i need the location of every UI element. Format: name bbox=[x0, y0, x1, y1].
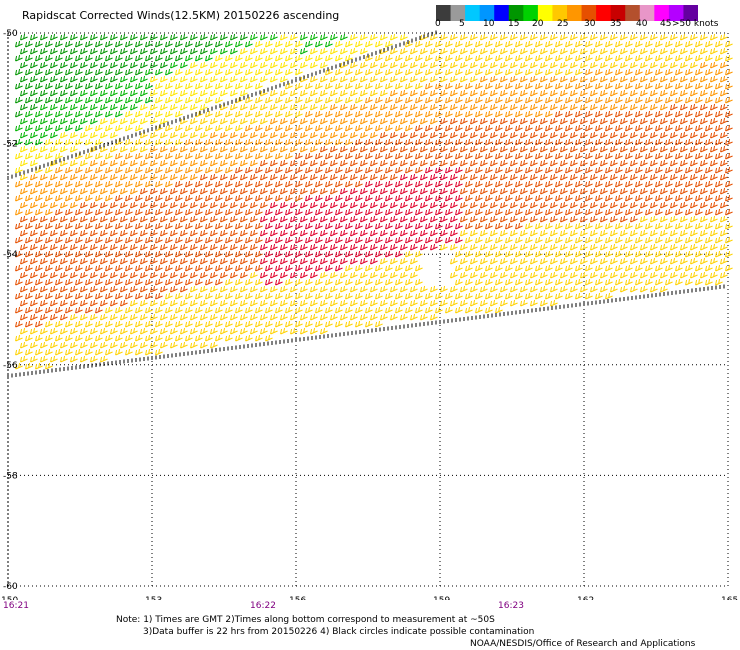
wind-barb-map: 150 153 156 159 162 165 -50 -52 -54 -56 -58 -60 bbox=[1, 29, 738, 600]
colorbar-swatch bbox=[596, 5, 612, 21]
colorbar-label: 10 bbox=[483, 19, 495, 29]
colorbar-label: 45 bbox=[660, 19, 672, 29]
colorbar-swatch bbox=[523, 5, 539, 21]
colorbar-label: 40 bbox=[636, 19, 648, 29]
lon-tick-label: 165 bbox=[721, 596, 738, 600]
map-title: Rapidscat Corrected Winds(12.5KM) 201502… bbox=[22, 9, 340, 22]
colorbar-swatch bbox=[479, 5, 495, 21]
footnote-line: NOAA/NESDIS/Office of Research and Appli… bbox=[470, 639, 696, 649]
lon-tick-label: 150 bbox=[1, 596, 18, 600]
colorbar-label: 0 bbox=[435, 19, 441, 29]
colorbar-swatch bbox=[465, 5, 481, 21]
lon-tick-label: 159 bbox=[433, 596, 450, 600]
colorbar-label: 35 bbox=[610, 19, 622, 29]
colorbar-swatch bbox=[450, 5, 466, 21]
footnote-line: 3)Data buffer is 22 hrs from 20150226 4)… bbox=[143, 627, 535, 637]
colorbar-label: 30 bbox=[584, 19, 596, 29]
wind-speed-colorbar bbox=[436, 5, 698, 21]
lat-tick-label: -60 bbox=[3, 582, 18, 592]
colorbar-swatch bbox=[508, 5, 524, 21]
lon-tick-label: 162 bbox=[577, 596, 594, 600]
lon-tick-label: 156 bbox=[289, 596, 306, 600]
colorbar-label: 15 bbox=[508, 19, 520, 29]
colorbar-swatch bbox=[625, 5, 641, 21]
swath-edge-flags bbox=[7, 30, 725, 378]
colorbar-swatch bbox=[537, 5, 553, 21]
lat-tick-label: -50 bbox=[3, 29, 18, 39]
pass-time-label: 16:21 bbox=[3, 601, 29, 611]
map-frame bbox=[7, 32, 729, 587]
lat-tick-label: -52 bbox=[3, 140, 18, 150]
colorbar-label: 20 bbox=[532, 19, 544, 29]
colorbar-swatch bbox=[639, 5, 655, 21]
colorbar-swatch bbox=[567, 5, 583, 21]
lat-tick-label: -56 bbox=[3, 361, 18, 371]
footnote-line: Note: 1) Times are GMT 2)Times along bot… bbox=[116, 615, 495, 625]
colorbar-swatch bbox=[610, 5, 626, 21]
colorbar-swatch bbox=[494, 5, 510, 21]
colorbar-label: 5 bbox=[459, 19, 465, 29]
lon-tick-label: 153 bbox=[145, 596, 162, 600]
colorbar-label: 25 bbox=[557, 19, 569, 29]
colorbar-swatch bbox=[654, 5, 670, 21]
pass-time-label: 16:23 bbox=[498, 601, 524, 611]
lat-tick-label: -54 bbox=[3, 250, 18, 260]
colorbar-unit: >50 knots bbox=[672, 19, 719, 29]
colorbar-swatch bbox=[552, 5, 568, 21]
colorbar-swatch bbox=[436, 5, 452, 21]
wind-barbs bbox=[15, 33, 733, 370]
lat-tick-label: -58 bbox=[3, 471, 18, 481]
colorbar-swatch bbox=[581, 5, 597, 21]
colorbar-swatch bbox=[683, 5, 698, 21]
pass-time-label: 16:22 bbox=[250, 601, 276, 611]
colorbar-swatch bbox=[668, 5, 684, 21]
